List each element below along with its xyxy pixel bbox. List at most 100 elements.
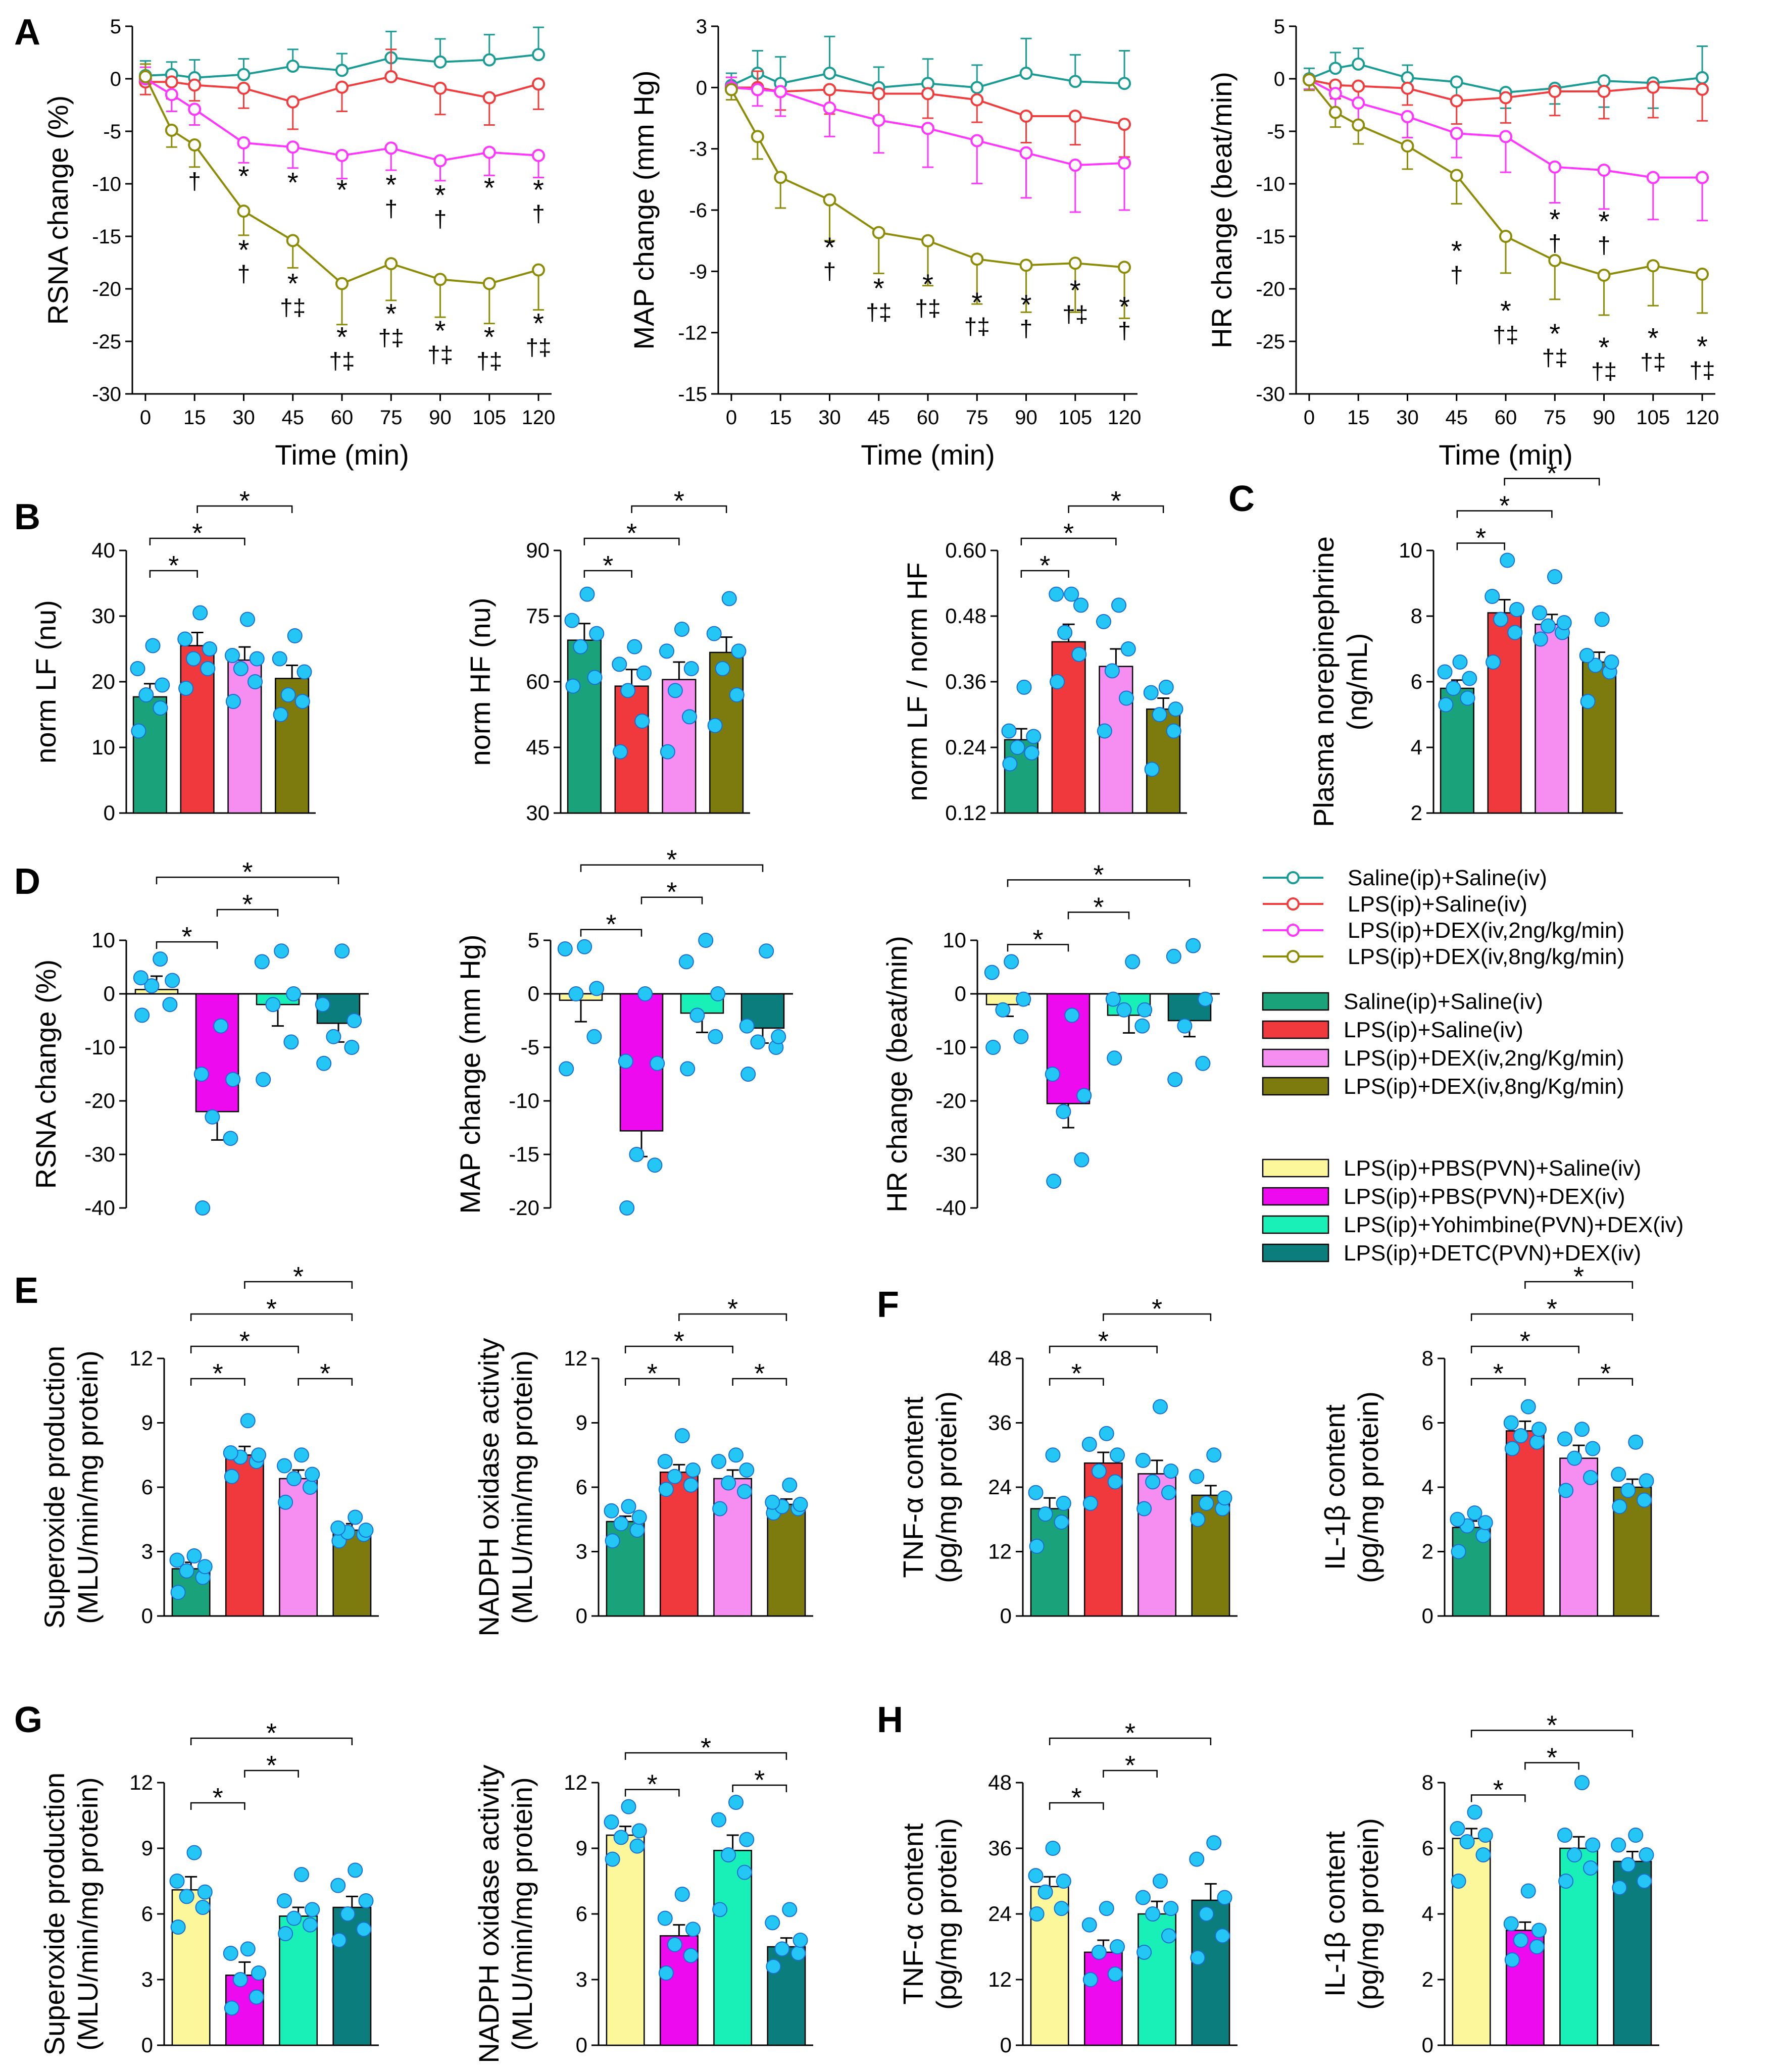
x-tick-label: 15 — [1347, 407, 1370, 429]
significance-symbol: † — [1020, 315, 1033, 341]
significance-marker: *†‡ — [866, 272, 892, 325]
y-tick-label: 12 — [988, 1967, 1012, 1991]
data-dot — [674, 1887, 690, 1902]
data-dot — [1057, 625, 1073, 640]
x-axis-label: Time (min) — [861, 439, 995, 471]
bracket-line — [1103, 1770, 1158, 1778]
series-line — [1309, 79, 1703, 179]
data-dot — [153, 951, 168, 967]
data-dot — [294, 1447, 309, 1463]
significance-symbol: * — [336, 174, 348, 206]
data-dot — [1585, 1837, 1601, 1853]
data-dot — [225, 648, 240, 663]
significance-marker: *† — [237, 234, 251, 287]
data-dot — [984, 965, 1000, 980]
data-dot — [634, 714, 650, 729]
data-point — [237, 81, 251, 95]
y-tick-label: 0 — [1422, 1604, 1433, 1628]
data-point — [532, 263, 546, 277]
y-tick-label: 0 — [576, 1604, 587, 1628]
legend-line-item: Saline(ip)+Saline(iv) — [1263, 866, 1547, 890]
data-point — [1068, 159, 1082, 172]
data-dot — [1064, 586, 1079, 602]
y-axis-label-line1: Superoxide production — [38, 1346, 70, 1629]
significance-bracket: * — [190, 1358, 245, 1389]
significance-bracket: * — [580, 909, 642, 940]
significance-bracket: * — [1049, 1326, 1158, 1356]
data-dot — [1567, 1450, 1582, 1466]
data-dot — [618, 1053, 633, 1069]
x-tick-label: 0 — [1304, 407, 1315, 429]
data-dot — [1167, 1072, 1183, 1087]
data-dot — [1105, 991, 1121, 1007]
data-dot — [133, 970, 149, 986]
y-axis-label-B3: norm LF / norm HF — [901, 563, 933, 801]
significance-bracket: * — [624, 1326, 733, 1356]
data-dot — [1004, 954, 1019, 970]
y-axis-label-H2: IL-1β content (pg/mg protein) — [1319, 1818, 1384, 2010]
data-dot — [1002, 756, 1018, 772]
data-dot — [782, 1477, 798, 1493]
legend-bar2-label: LPS(ip)+PBS(PVN)+Saline(iv) — [1344, 1156, 1641, 1181]
data-dot — [240, 612, 255, 627]
significance-symbol: †‡ — [1640, 348, 1666, 375]
y-tick-label: -30 — [84, 1142, 115, 1166]
data-dot — [1073, 597, 1089, 613]
significance-star: * — [1071, 1358, 1082, 1389]
series-line — [1309, 79, 1703, 102]
significance-star: * — [266, 1718, 277, 1748]
data-dot — [1574, 1422, 1590, 1437]
data-point — [482, 277, 496, 290]
significance-star: * — [1547, 1294, 1557, 1324]
bracket-line — [583, 570, 632, 578]
data-dot — [1104, 663, 1120, 679]
bracket-line — [624, 1789, 680, 1797]
x-tick-label: 120 — [522, 407, 556, 429]
data-dot — [138, 687, 154, 702]
chart-G2: 0 3 6 9 12 * * * — [564, 1733, 813, 2057]
chart-B3: 0.12 0.24 0.36 0.48 0.60 * * * — [945, 486, 1187, 825]
data-point — [823, 193, 836, 207]
y-tick-label: 12 — [564, 1771, 587, 1794]
data-dot — [1477, 1828, 1493, 1843]
data-dot — [287, 628, 303, 643]
data-dot — [650, 1055, 665, 1071]
data-dot — [315, 997, 330, 1013]
significance-symbol: * — [1549, 318, 1560, 349]
data-dot — [1082, 1972, 1098, 1987]
data-dot — [223, 1946, 238, 1961]
data-dot — [631, 1823, 647, 1839]
significance-bracket: * — [1470, 1710, 1634, 1741]
y-axis-label-line1: NADPH oxidase activity — [473, 1764, 505, 2063]
chart-B2: 30 45 60 75 90 * * * — [526, 486, 750, 825]
data-dot — [1050, 674, 1065, 689]
data-dot — [559, 1061, 574, 1077]
significance-marker: *† — [1450, 235, 1463, 288]
data-dot — [1045, 1447, 1061, 1463]
y-axis-label-G1: Superoxide production (MLU/min/mg protein… — [38, 1773, 104, 2055]
significance-star: * — [1093, 860, 1104, 890]
data-dot — [296, 664, 312, 680]
x-tick-label: 105 — [1636, 407, 1670, 429]
legend-marker — [1287, 950, 1300, 963]
significance-symbol: †‡ — [1542, 344, 1568, 371]
y-tick-label: 8 — [1411, 604, 1422, 628]
data-dot — [577, 939, 592, 954]
data-dot — [721, 591, 737, 607]
y-tick-label: 12 — [129, 1771, 153, 1794]
significance-star: * — [701, 1733, 711, 1763]
data-dot — [202, 641, 217, 656]
data-dot — [277, 1893, 292, 1908]
data-dot — [155, 677, 170, 693]
data-dot — [1503, 1415, 1519, 1431]
y-tick-label: -30 — [1256, 383, 1285, 406]
data-dot — [1460, 690, 1475, 706]
y-axis-label-D2: MAP change (mm Hg) — [454, 935, 486, 1214]
data-dot — [1459, 1834, 1475, 1849]
data-dot — [1028, 1485, 1044, 1500]
data-dot — [1475, 1847, 1491, 1862]
bracket-line — [190, 1313, 353, 1321]
bar — [767, 1503, 806, 1617]
data-dot — [1467, 1505, 1482, 1521]
significance-marker: *†‡ — [1062, 274, 1088, 327]
